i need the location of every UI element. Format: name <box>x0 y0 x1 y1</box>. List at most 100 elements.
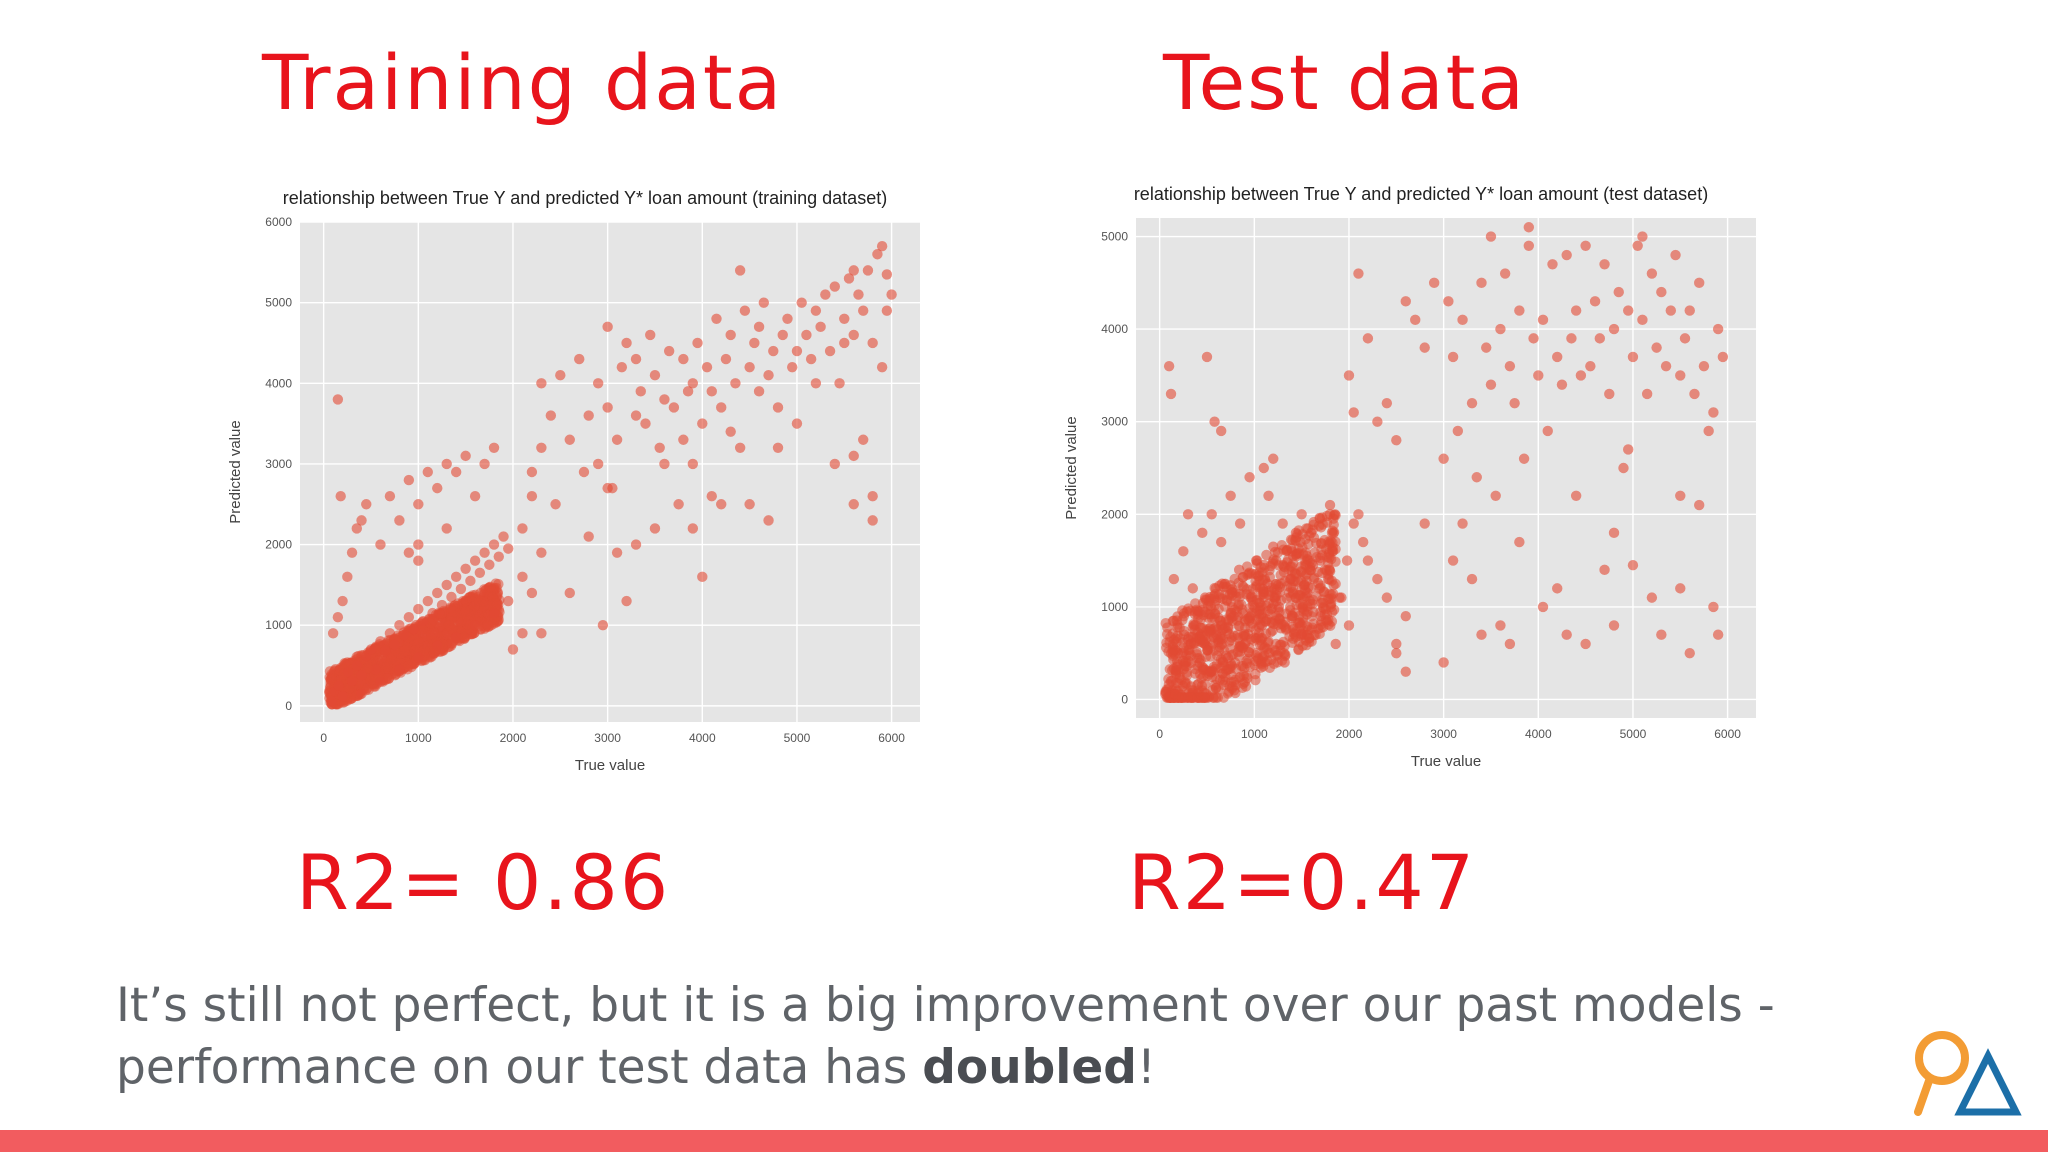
data-point <box>1225 661 1236 672</box>
data-point <box>753 386 765 397</box>
data-point <box>1194 668 1206 680</box>
data-point <box>739 305 751 316</box>
data-point <box>1261 549 1272 561</box>
data-point <box>416 624 428 635</box>
data-point <box>692 337 703 349</box>
y-tick-label: 2000 <box>265 538 292 552</box>
data-point <box>772 402 784 413</box>
data-point <box>545 410 557 421</box>
delta-icon <box>1954 1048 2022 1116</box>
data-point <box>1330 638 1341 650</box>
data-point <box>390 647 401 658</box>
data-point <box>1585 360 1596 372</box>
data-point <box>1318 603 1329 614</box>
data-point <box>1251 555 1262 566</box>
data-point <box>1561 249 1572 261</box>
data-point <box>1268 453 1279 464</box>
data-point <box>1447 351 1459 363</box>
data-point <box>1301 550 1312 562</box>
data-point <box>1608 323 1620 335</box>
data-point <box>1348 407 1359 418</box>
data-point <box>1240 615 1251 627</box>
data-point <box>1599 259 1610 270</box>
data-point <box>1296 509 1307 520</box>
data-point <box>488 607 500 619</box>
data-point <box>1318 586 1329 598</box>
data-point <box>536 378 547 389</box>
data-point <box>810 305 822 316</box>
data-point <box>394 620 405 631</box>
y-tick-label: 0 <box>1121 692 1128 706</box>
data-point <box>867 337 878 349</box>
data-point <box>1302 606 1313 617</box>
data-point <box>706 490 717 502</box>
data-point <box>1646 268 1658 279</box>
data-point <box>1187 583 1198 594</box>
data-point <box>1712 629 1724 640</box>
data-point <box>1443 296 1454 307</box>
data-point <box>640 418 651 429</box>
data-point <box>1632 240 1643 251</box>
footer-bar <box>0 1130 2048 1152</box>
y-tick-label: 3000 <box>265 457 292 471</box>
data-point <box>450 466 462 478</box>
data-point <box>687 523 699 534</box>
data-point <box>668 402 680 413</box>
data-point <box>1322 573 1334 585</box>
data-point <box>351 660 362 671</box>
y-tick-label: 2000 <box>1101 507 1128 521</box>
data-point <box>1303 538 1314 550</box>
data-point <box>1641 388 1653 400</box>
data-point <box>1552 583 1563 594</box>
data-point <box>801 329 812 341</box>
data-point <box>526 466 538 478</box>
data-point <box>370 664 381 675</box>
x-tick-label: 5000 <box>784 731 811 745</box>
data-point <box>1283 587 1295 598</box>
data-point <box>1419 518 1430 529</box>
data-point <box>413 652 424 663</box>
data-point <box>839 313 850 324</box>
data-point <box>526 587 538 599</box>
data-point <box>1202 644 1213 656</box>
data-point <box>1233 564 1245 576</box>
data-point <box>375 539 386 550</box>
data-point <box>465 575 476 587</box>
training-scatter-svg: relationship between True Y and predicte… <box>227 188 920 774</box>
data-point <box>663 345 675 357</box>
data-point <box>1471 472 1482 483</box>
x-tick-label: 6000 <box>878 731 905 745</box>
data-point <box>450 632 462 643</box>
data-point <box>768 345 779 357</box>
data-point <box>630 539 642 550</box>
y-tick-label: 4000 <box>265 376 292 390</box>
data-point <box>1290 527 1302 539</box>
data-point <box>402 661 413 672</box>
data-point <box>517 628 528 639</box>
data-point <box>1279 616 1291 628</box>
data-point <box>1250 655 1261 667</box>
y-tick-label: 6000 <box>265 215 292 229</box>
data-point <box>337 595 348 607</box>
data-point <box>460 595 472 606</box>
data-point <box>1400 666 1411 677</box>
data-point <box>621 337 632 349</box>
data-point <box>1552 351 1563 363</box>
data-point <box>326 669 337 680</box>
data-point <box>1161 628 1173 640</box>
data-point <box>1381 397 1393 409</box>
data-point <box>1229 630 1240 641</box>
x-axis-label: True value <box>575 757 645 774</box>
data-point <box>503 543 514 554</box>
data-point <box>1656 286 1667 298</box>
data-point <box>649 370 661 381</box>
data-point <box>1708 601 1719 613</box>
data-point <box>611 434 623 445</box>
data-point <box>343 666 354 678</box>
data-point <box>351 523 362 534</box>
data-point <box>1201 351 1213 363</box>
data-point <box>564 434 575 445</box>
data-point <box>1670 249 1681 261</box>
y-tick-label: 3000 <box>1101 415 1128 429</box>
data-point <box>1221 595 1233 607</box>
